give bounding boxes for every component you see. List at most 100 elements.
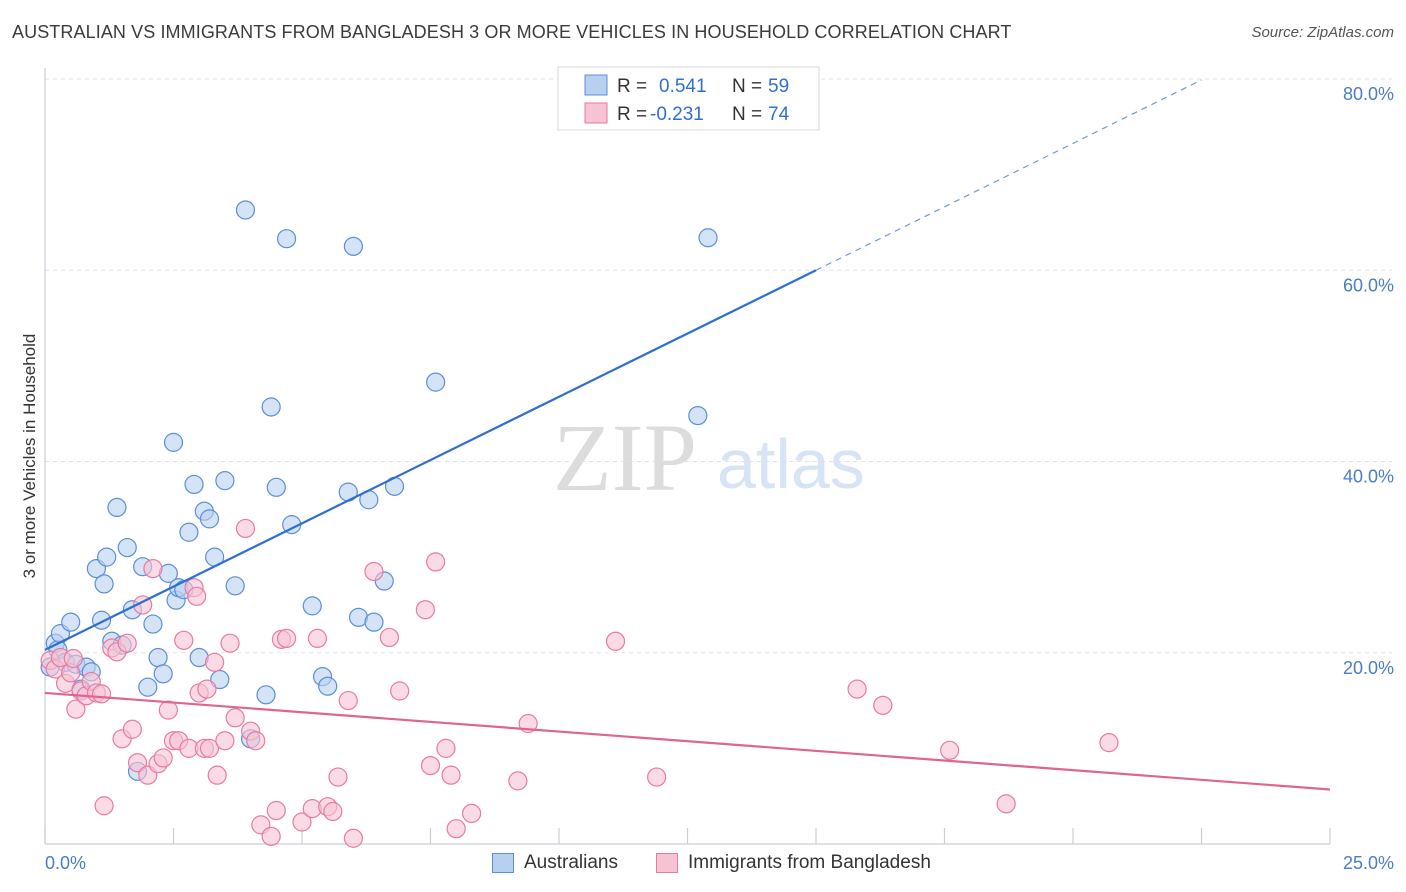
point-bangladesh xyxy=(426,552,446,572)
point-bangladesh xyxy=(292,812,312,832)
point-bangladesh xyxy=(441,765,461,785)
point-bangladesh xyxy=(462,803,482,824)
point-bangladesh xyxy=(197,679,217,699)
point-australians xyxy=(97,547,117,567)
point-bangladesh xyxy=(415,600,435,620)
y-tick-labels: 20.0% 40.0% 60.0% 80.0% xyxy=(1343,84,1394,678)
point-australians xyxy=(426,372,446,392)
legend-swatch-australians xyxy=(492,853,514,873)
source-label: Source: ZipAtlas.com xyxy=(1251,24,1394,41)
point-bangladesh xyxy=(873,695,893,715)
legend-n-label-2: N = xyxy=(732,104,762,125)
point-australians xyxy=(184,474,204,495)
point-bangladesh xyxy=(508,771,528,791)
point-bangladesh xyxy=(436,738,456,758)
point-bangladesh xyxy=(343,828,363,848)
point-bangladesh xyxy=(143,558,163,579)
trendline-bangladesh xyxy=(44,691,1331,791)
point-australians xyxy=(698,228,718,248)
point-bangladesh xyxy=(647,767,667,787)
series-bangladesh xyxy=(40,518,1119,848)
point-australians xyxy=(235,200,256,220)
point-bangladesh xyxy=(158,700,178,720)
point-australians xyxy=(256,685,276,705)
point-bangladesh xyxy=(207,765,227,785)
point-bangladesh xyxy=(390,681,410,701)
legend-label-australians: Australians xyxy=(524,852,618,873)
y-tick-label: 80.0% xyxy=(1343,84,1394,104)
point-australians xyxy=(688,406,708,426)
point-bangladesh xyxy=(199,738,220,758)
point-bangladesh xyxy=(117,633,137,653)
point-bangladesh xyxy=(153,748,173,768)
legend-swatch-blue xyxy=(584,74,608,96)
point-bangladesh xyxy=(205,652,225,672)
point-bangladesh xyxy=(235,518,256,539)
legend-item-bangladesh[interactable]: Immigrants from Bangladesh xyxy=(656,852,931,874)
point-bangladesh xyxy=(446,819,466,839)
legend-n-value-2: 74 xyxy=(768,104,790,125)
point-australians xyxy=(343,236,363,256)
series-australians xyxy=(40,200,718,781)
y-axis-label: 3 or more Vehicles in Household xyxy=(20,334,39,579)
legend-r-value-1: 0.541 xyxy=(659,76,707,97)
point-bangladesh xyxy=(338,690,358,711)
x-axis-ticks xyxy=(44,828,1331,844)
y-tick-label: 60.0% xyxy=(1343,275,1394,295)
legend-n-value-1: 59 xyxy=(768,76,789,97)
point-australians xyxy=(138,677,158,697)
point-australians xyxy=(153,664,173,684)
point-australians xyxy=(91,610,112,630)
point-bangladesh xyxy=(122,719,142,739)
correlation-legend: R = 0.541 N = 59 R = -0.231 N = 74 xyxy=(557,66,820,131)
gridlines xyxy=(45,78,1392,654)
point-bangladesh xyxy=(847,679,867,699)
bottom-legend: Australians Immigrants from Bangladesh xyxy=(0,852,1406,878)
chart-title: AUSTRALIAN VS IMMIGRANTS FROM BANGLADESH… xyxy=(12,22,1012,42)
point-australians xyxy=(148,647,168,668)
point-bangladesh xyxy=(220,633,240,653)
point-australians xyxy=(215,471,235,491)
point-bangladesh xyxy=(996,794,1016,814)
point-bangladesh xyxy=(420,755,441,776)
legend-r-value-2: -0.231 xyxy=(650,104,704,125)
point-australians xyxy=(179,522,199,542)
point-bangladesh xyxy=(215,731,235,751)
legend-swatch-pink xyxy=(584,102,608,124)
point-australians xyxy=(225,576,245,596)
y-tick-label: 40.0% xyxy=(1343,467,1394,487)
point-bangladesh xyxy=(63,648,83,669)
watermark-atlas: atlas xyxy=(717,425,865,503)
point-bangladesh xyxy=(94,796,114,816)
point-australians xyxy=(199,509,220,529)
legend-r-label-2: R = xyxy=(617,104,647,125)
point-bangladesh xyxy=(1099,733,1119,753)
point-bangladesh xyxy=(307,628,328,649)
point-bangladesh xyxy=(66,699,86,719)
point-australians xyxy=(61,612,81,632)
point-bangladesh xyxy=(187,586,207,606)
point-bangladesh xyxy=(605,631,626,651)
point-australians xyxy=(261,397,281,417)
point-bangladesh xyxy=(261,826,281,846)
point-bangladesh xyxy=(328,767,348,787)
point-bangladesh xyxy=(940,740,960,760)
point-bangladesh xyxy=(127,753,148,773)
trendline-extension-australians xyxy=(815,79,1202,271)
point-australians xyxy=(364,612,384,632)
point-bangladesh xyxy=(91,684,112,704)
legend-item-australians[interactable]: Australians xyxy=(492,852,618,874)
point-australians xyxy=(302,596,322,616)
point-australians xyxy=(117,537,137,558)
trendline-australians xyxy=(44,269,817,651)
x-tick-label-max: 25.0% xyxy=(1343,853,1394,873)
point-bangladesh xyxy=(364,561,384,582)
point-bangladesh xyxy=(174,630,194,650)
point-bangladesh xyxy=(246,731,266,751)
point-bangladesh xyxy=(276,628,297,649)
point-bangladesh xyxy=(225,708,245,728)
point-australians xyxy=(318,676,338,696)
point-bangladesh xyxy=(266,800,286,821)
legend-swatch-bangladesh xyxy=(656,853,678,873)
